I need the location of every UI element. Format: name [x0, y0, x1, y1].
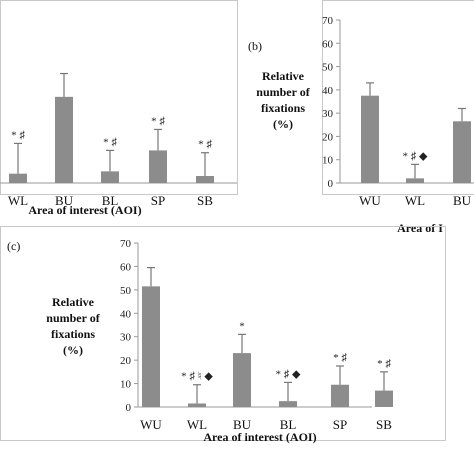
bar-bl	[279, 401, 297, 407]
bar-bu	[55, 96, 73, 183]
bar-sp	[331, 384, 349, 407]
y-axis-title-line: fixations	[261, 101, 305, 115]
panel-tag: (c)	[7, 239, 20, 253]
significance-label: * ♯	[333, 352, 347, 364]
category-label: WL	[405, 193, 425, 208]
y-axis-title-line: (%)	[273, 117, 293, 131]
significance-label: * ♯ ♮ ◆	[181, 371, 213, 383]
y-tick-label: 10	[120, 379, 132, 391]
significance-label: * ♯	[377, 358, 391, 370]
bar-wl	[406, 178, 424, 183]
y-tick-label: 30	[120, 332, 132, 344]
y-tick-label: 10	[322, 155, 334, 167]
x-axis-title: Area of interest (AOI)	[28, 203, 141, 217]
y-tick-label: 20	[120, 355, 132, 367]
y-tick-label: 40	[322, 85, 334, 97]
bar-bl	[101, 171, 119, 183]
y-tick-label: 70	[322, 15, 334, 27]
bar-wl	[9, 173, 27, 183]
y-tick-label: 60	[322, 38, 334, 50]
category-label: BL	[280, 417, 297, 432]
panel-frame	[322, 0, 474, 195]
significance-label: *	[239, 320, 245, 332]
y-axis-title-line: fixations	[51, 327, 95, 341]
chart-panel-2: 0 10 20 30 40 50 60 70 WU * ♯ ◆ WL BU Area of I Relat…	[248, 0, 474, 235]
y-tick-label: 50	[120, 285, 132, 297]
bar-bu	[233, 353, 251, 407]
x-axis-title: Area of I	[397, 221, 443, 235]
category-label: BU	[453, 193, 472, 208]
y-axis-title-line: Relative	[262, 69, 305, 83]
y-axis-title-line: number of	[256, 85, 310, 99]
chart-panel-1: * ♯ WL BU * ♯ BL * ♯ SP * ♯ SB Area of interest (…	[0, 0, 238, 217]
y-axis-title-line: number of	[46, 311, 100, 325]
y-tick-label: 30	[322, 108, 334, 120]
panel-tag: (b)	[248, 39, 262, 53]
panel-frame	[0, 0, 238, 195]
bar-wu	[361, 95, 379, 183]
category-label: WL	[8, 193, 28, 208]
y-tick-label: 0	[328, 178, 334, 190]
category-label: SP	[333, 417, 347, 432]
category-label: WU	[140, 417, 162, 432]
category-label: BL	[102, 193, 119, 208]
x-axis-title: Area of interest (AOI)	[203, 430, 316, 444]
y-tick-label: 40	[120, 308, 132, 320]
y-tick-label: 60	[120, 261, 132, 273]
bar-sb	[375, 390, 393, 407]
y-tick-label: 20	[322, 131, 334, 143]
category-label: SB	[376, 417, 392, 432]
category-label: WU	[359, 193, 381, 208]
y-tick-label: 0	[126, 402, 132, 414]
y-tick-label: 50	[322, 62, 334, 74]
significance-label: * ♯	[103, 136, 117, 148]
significance-label: * ♯ ◆	[403, 150, 429, 162]
category-label: SP	[151, 193, 165, 208]
bar-wu	[142, 286, 160, 407]
bar-bu	[453, 121, 471, 183]
significance-label: * ♯ ◆	[276, 368, 302, 380]
y-tick-label: 70	[120, 238, 132, 250]
y-axis-title-line: (%)	[63, 343, 83, 357]
significance-label: * ♯	[198, 139, 212, 151]
bar-sp	[149, 150, 167, 183]
category-label: BU	[55, 193, 74, 208]
y-axis-title-line: Relative	[52, 295, 95, 309]
bar-sb	[196, 176, 214, 183]
category-label: WL	[187, 417, 207, 432]
panel-frame	[0, 226, 446, 441]
significance-label: * ♯	[11, 129, 25, 141]
bar-wl	[188, 403, 206, 407]
category-label: BU	[233, 417, 252, 432]
significance-label: * ♯	[151, 115, 165, 127]
category-label: SB	[197, 193, 213, 208]
chart-panel-3: 0 10 20 30 40 50 60 70 WU * ♯ ♮ ◆ WL * BU * ♯ ◆ BL * ♯ S…	[0, 226, 446, 444]
